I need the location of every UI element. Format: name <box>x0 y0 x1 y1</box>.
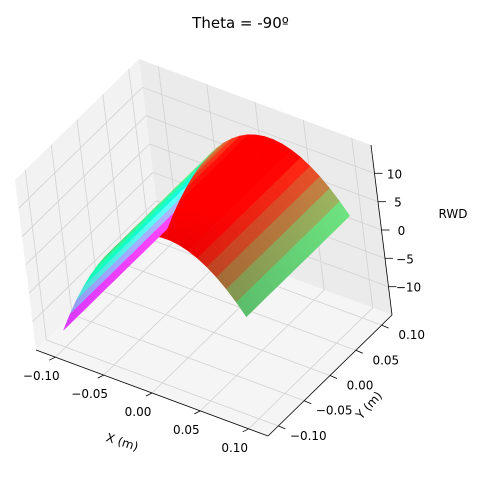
z-tick-label: 0 <box>398 224 406 238</box>
x-tick-label: 0.10 <box>221 441 248 455</box>
x-tick-label: −0.05 <box>71 387 108 401</box>
x-tick-mark <box>194 410 201 415</box>
x-tick-label: 0.00 <box>125 405 152 419</box>
z-tick-label: 10 <box>387 167 402 181</box>
y-tick-mark <box>329 375 338 379</box>
y-tick-label: 0.05 <box>372 353 399 367</box>
y-tick-label: 0.00 <box>347 379 374 393</box>
y-axis-label: Y (m) <box>352 389 385 423</box>
y-tick-mark <box>355 349 363 354</box>
tick-marks: −0.10 −0.05 0.00 0.05 0.10 −0.10 −0.05 0.00 0.05… <box>23 167 425 455</box>
grid-line-z <box>18 86 375 209</box>
y-tick-label: −0.05 <box>316 404 353 418</box>
z-tick-label: −10 <box>396 281 421 295</box>
surface-patch <box>161 213 174 234</box>
chart-title: Theta = -90º <box>192 14 289 32</box>
x-tick-mark <box>49 356 56 361</box>
x-tick-mark <box>145 392 153 397</box>
z-tick-label: −5 <box>396 252 414 266</box>
y-tick-mark <box>278 425 286 430</box>
z-tick-label: 5 <box>394 196 402 210</box>
y-tick-mark <box>381 324 389 329</box>
x-tick-mark <box>242 428 249 433</box>
z-axis-label: RWD <box>439 207 468 221</box>
x-axis-label: X (m) <box>104 430 140 454</box>
y-tick-mark <box>304 400 312 405</box>
x-tick-label: 0.05 <box>173 423 200 437</box>
surface-mesh <box>63 134 351 331</box>
x-tick-label: −0.10 <box>23 369 60 383</box>
y-tick-label: −0.10 <box>290 429 327 443</box>
grid-line-z <box>32 200 389 322</box>
x-tick-mark <box>97 374 104 379</box>
y-tick-label: 0.10 <box>398 328 425 342</box>
